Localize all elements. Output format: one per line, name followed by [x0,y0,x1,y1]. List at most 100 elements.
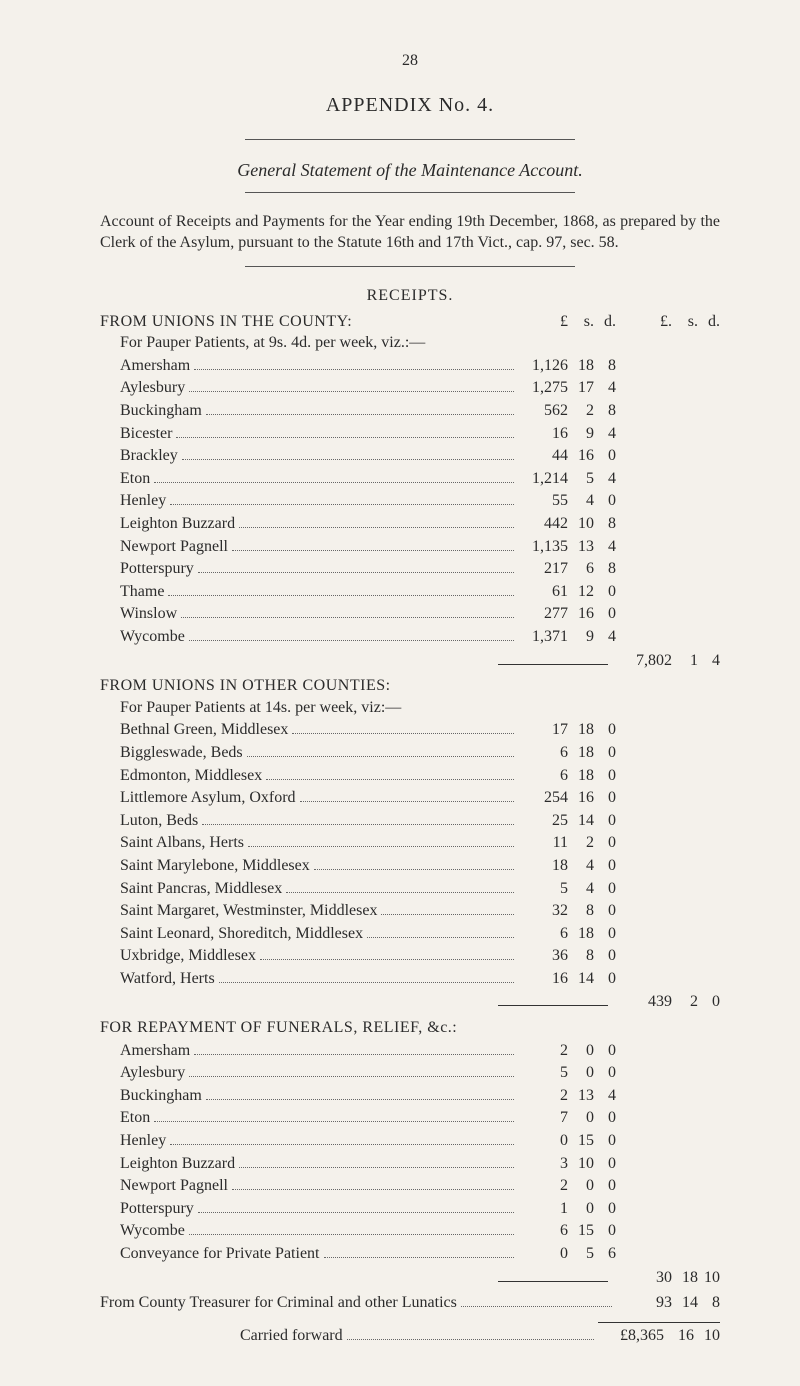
ledger-row: Buckingham 56228 [120,400,720,422]
ledger-row-label: Aylesbury [120,1062,185,1084]
ledger-row: Saint Albans, Herts1120 [120,832,720,854]
ledger-row-label: Watford, Herts [120,968,215,990]
subtotal-a-pounds: 7,802 [616,650,672,672]
ledger-row-label: Winslow [120,603,177,625]
ledger-row-amount: 500 [518,1062,616,1084]
section-a-header: FROM UNIONS IN THE COUNTY: £ s. d. £. s.… [100,311,720,333]
ledger-row-label: Saint Marylebone, Middlesex [120,855,310,877]
rule-under-intro [245,266,575,267]
carried-pence: 10 [698,1325,720,1347]
leader-dots [170,504,514,505]
ledger-row: Potterspury21768 [120,558,720,580]
ledger-row-amount: 16140 [518,968,616,990]
ledger-row: Biggleswade, Beds6180 [120,742,720,764]
section-a-subheading: For Pauper Patients, at 9s. 4d. per week… [100,332,720,354]
ledger-row-amount: 1840 [518,855,616,877]
leader-dots [206,414,514,415]
leader-dots [314,869,514,870]
carried-forward-label: Carried forward [240,1325,343,1347]
leader-dots [189,640,514,641]
ledger-row-amount: 3680 [518,945,616,967]
subtotal-c-pounds: 30 [616,1267,672,1289]
rule-top [245,139,575,140]
leader-dots [176,437,514,438]
ledger-row-label: Henley [120,490,166,512]
leader-dots [182,459,514,460]
ledger-row-label: Saint Margaret, Westminster, Middlesex [120,900,377,922]
ledger-row-amount: 21768 [518,558,616,580]
section-a-subtotal: 7,802 1 4 [100,650,720,672]
subtotal-a-pence: 4 [698,650,720,672]
ledger-row: Wycombe1,37194 [120,626,720,648]
col-pence-2: d. [698,311,720,333]
ledger-row: Amersham200 [120,1040,720,1062]
ledger-row: Eton700 [120,1107,720,1129]
ledger-row-amount: 700 [518,1107,616,1129]
column-headers: £ s. d. £. s. d. [518,311,720,333]
leader-dots [202,824,514,825]
ledger-row-amount: 056 [518,1243,616,1265]
ledger-row-label: Conveyance for Private Patient [120,1243,320,1265]
ledger-row: Aylesbury1,275174 [120,377,720,399]
section-a-rows: Amersham1,126188Aylesbury1,275174Bucking… [100,355,720,648]
ledger-row-amount: 17180 [518,719,616,741]
ledger-row-label: Leighton Buzzard [120,513,235,535]
ledger-row-label: Aylesbury [120,377,185,399]
receipts-heading: RECEIPTS. [100,285,720,307]
ledger-row: Saint Leonard, Shoreditch, Middlesex 6180 [120,923,720,945]
ledger-row-label: Saint Pancras, Middlesex [120,878,282,900]
ledger-row-label: Buckingham [120,400,202,422]
treasurer-pounds: 93 [616,1292,672,1314]
leader-dots [198,572,514,573]
ledger-row-amount: 56228 [518,400,616,422]
carried-pounds: £8,365 [598,1325,664,1347]
ledger-row-label: Edmonton, Middlesex [120,765,262,787]
ledger-row: Luton, Beds25140 [120,810,720,832]
ledger-row-amount: 6180 [518,765,616,787]
ledger-row-amount: 6180 [518,923,616,945]
ledger-row: Winslow 277160 [120,603,720,625]
ledger-row-amount: 200 [518,1175,616,1197]
appendix-title: APPENDIX No. 4. [100,92,720,119]
ledger-row-label: Saint Albans, Herts [120,832,244,854]
ledger-row-amount: 61120 [518,581,616,603]
ledger-row: Newport Pagnell1,135134 [120,536,720,558]
leader-dots [381,914,514,915]
leader-dots [154,1121,514,1122]
treasurer-row: From County Treasurer for Criminal and o… [100,1292,720,1314]
section-b-rows: Bethnal Green, Middlesex 17180Biggleswade… [100,719,720,989]
ledger-row-amount: 6180 [518,742,616,764]
ledger-row-amount: 25140 [518,810,616,832]
ledger-row-amount: 442108 [518,513,616,535]
treasurer-label: From County Treasurer for Criminal and o… [100,1292,457,1314]
treasurer-shillings: 14 [672,1292,698,1314]
leader-dots [260,959,514,960]
leader-dots [170,1144,514,1145]
leader-dots [324,1257,515,1258]
ledger-row-label: Newport Pagnell [120,536,228,558]
col-pound-2: £. [616,311,672,333]
leader-dots [194,369,514,370]
ledger-row: Watford, Herts 16140 [120,968,720,990]
ledger-row-amount: 200 [518,1040,616,1062]
leader-dots [181,617,514,618]
treasurer-pence: 8 [698,1292,720,1314]
ledger-row: Saint Marylebone, Middlesex 1840 [120,855,720,877]
ledger-row-label: Henley [120,1130,166,1152]
ledger-row: Amersham1,126188 [120,355,720,377]
ledger-row-amount: 5540 [518,490,616,512]
ledger-row-label: Bethnal Green, Middlesex [120,719,288,741]
ledger-row: Henley0150 [120,1130,720,1152]
ledger-row-amount: 277160 [518,603,616,625]
leader-dots [248,846,514,847]
ledger-row: Littlemore Asylum, Oxford254160 [120,787,720,809]
ledger-row-label: Thame [120,581,164,603]
leader-dots [232,1189,514,1190]
ledger-row-label: Saint Leonard, Shoreditch, Middlesex [120,923,363,945]
ledger-row: Uxbridge, Middlesex3680 [120,945,720,967]
subtotal-b-shillings: 2 [672,991,698,1013]
ledger-row: Thame 61120 [120,581,720,603]
ledger-row: Newport Pagnell200 [120,1175,720,1197]
ledger-row: Bicester1694 [120,423,720,445]
section-c-subtotal: 30 18 10 [100,1267,720,1289]
